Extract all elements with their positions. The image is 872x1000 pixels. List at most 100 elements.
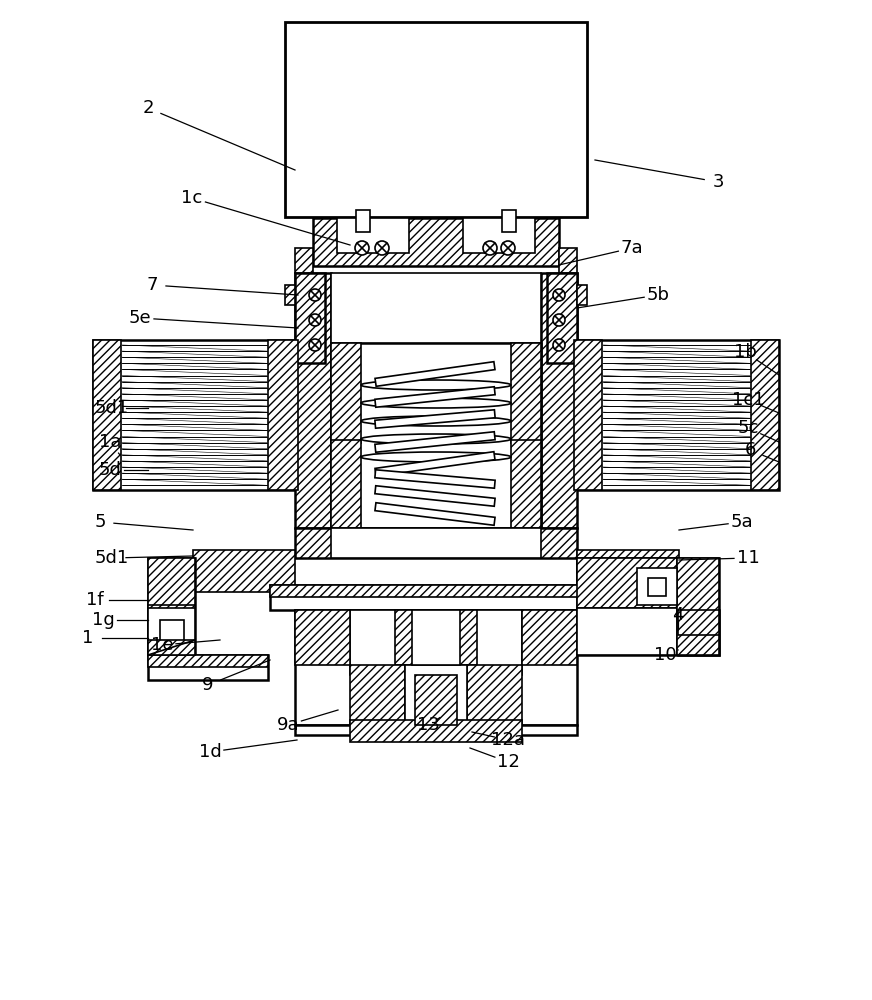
Bar [295,725,577,735]
Bar [313,218,559,266]
Bar [577,550,679,592]
Text: 1a: 1a [99,433,121,451]
Bar [148,605,195,655]
Polygon shape [148,640,195,655]
Bar [350,610,522,675]
Bar [350,665,405,725]
Polygon shape [375,432,495,452]
Bar [356,210,370,232]
Text: 1e: 1e [151,636,174,654]
Text: 12: 12 [496,753,520,771]
Bar [467,665,522,725]
Bar [331,343,361,443]
Bar [331,273,541,343]
Bar [331,440,361,528]
Bar [405,665,467,725]
Bar [93,340,121,490]
Bar [648,578,666,596]
Bar [559,248,577,273]
Bar [577,558,719,655]
Bar [502,210,516,232]
Bar [295,528,577,558]
Text: 7: 7 [146,276,158,294]
Bar [331,528,541,558]
Bar [160,620,184,645]
Polygon shape [375,452,495,476]
Text: 5e: 5e [129,309,152,327]
Text: 1c1: 1c1 [732,391,765,409]
Bar [541,273,577,528]
Bar [285,22,587,217]
Text: 1c: 1c [181,189,202,207]
Bar [547,273,577,363]
Bar [522,610,577,665]
Circle shape [309,314,321,326]
Bar [270,585,602,610]
Text: 5d1: 5d1 [95,549,129,567]
Bar [350,720,522,742]
Circle shape [501,241,515,255]
Bar [677,558,719,655]
Bar [637,568,677,605]
Text: 12a: 12a [491,731,525,749]
Polygon shape [375,362,495,386]
Bar [295,610,350,665]
Bar [270,585,602,597]
Bar [511,440,541,528]
Bar [395,610,477,665]
Bar [93,340,298,490]
Text: 11: 11 [737,549,760,567]
Text: 3: 3 [712,173,724,191]
Bar [285,285,295,305]
Circle shape [553,314,565,326]
Polygon shape [375,470,495,488]
Bar [148,655,268,680]
Polygon shape [375,387,495,407]
Text: 5a: 5a [731,513,753,531]
Bar [412,610,460,665]
Text: 1d: 1d [199,743,221,761]
Text: 5: 5 [94,513,106,531]
Circle shape [375,241,389,255]
Text: 1: 1 [82,629,93,647]
Text: 4: 4 [672,606,684,624]
Bar [577,285,587,305]
Ellipse shape [361,434,511,444]
Text: 5d1: 5d1 [95,399,129,417]
Bar [751,340,779,490]
Text: 1f: 1f [86,591,104,609]
Text: 2: 2 [142,99,153,117]
Ellipse shape [361,416,511,426]
Text: 13: 13 [417,716,439,734]
Bar [295,248,313,273]
Bar [148,558,195,608]
Bar [148,558,195,655]
Bar [574,340,602,490]
Circle shape [553,289,565,301]
Bar [678,610,719,635]
Bar [678,610,719,655]
Bar [337,218,409,253]
Circle shape [553,339,565,351]
Bar [148,655,268,667]
Bar [148,608,195,655]
Text: 5b: 5b [646,286,670,304]
Text: 10: 10 [654,646,677,664]
Bar [331,343,541,528]
Ellipse shape [361,452,511,462]
Circle shape [309,339,321,351]
Text: 6: 6 [745,441,756,459]
Bar [295,610,577,725]
Polygon shape [375,410,495,428]
Ellipse shape [361,398,511,408]
Ellipse shape [361,380,511,390]
Text: 9a: 9a [276,716,299,734]
Polygon shape [375,486,495,506]
Bar [577,558,677,608]
Text: 9: 9 [202,676,214,694]
Circle shape [309,289,321,301]
Text: 5d: 5d [99,461,121,479]
Bar [415,675,457,725]
Bar [295,273,325,363]
Circle shape [355,241,369,255]
